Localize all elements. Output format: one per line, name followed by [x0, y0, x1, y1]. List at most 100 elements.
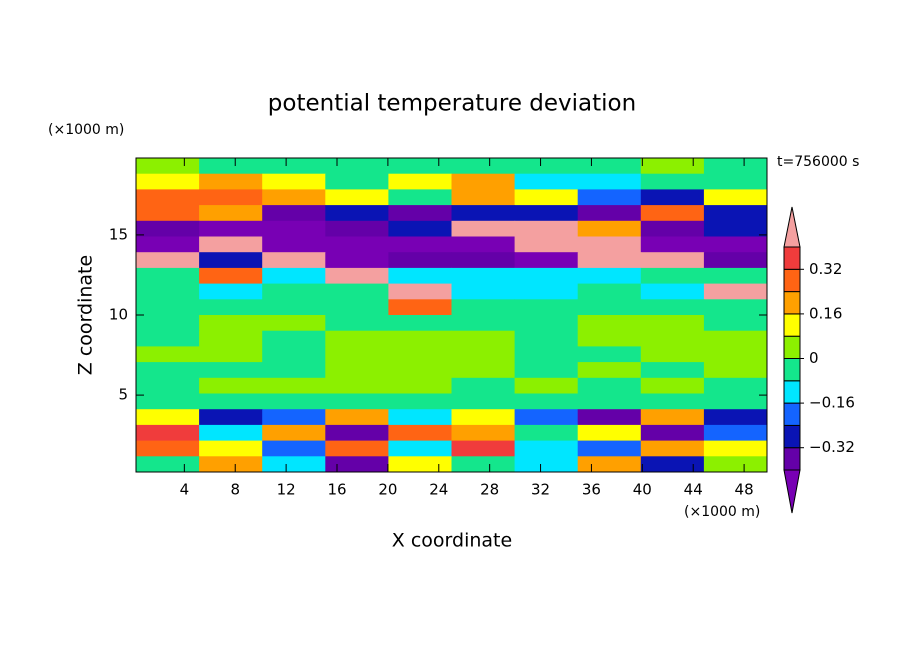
contour-cell — [451, 267, 516, 285]
contour-cell — [451, 440, 516, 457]
contour-cell — [325, 299, 389, 316]
contour-cell — [325, 330, 389, 347]
contour-cell — [262, 252, 326, 269]
annotation: t=756000 s — [777, 154, 859, 170]
contour-cell — [703, 362, 768, 379]
contour-cell — [199, 346, 263, 363]
contour-field — [136, 158, 768, 473]
contour-cell — [577, 252, 642, 269]
contour-cell — [577, 189, 642, 206]
colorbar-triangle — [783, 206, 801, 248]
colorbar-box — [783, 335, 801, 360]
contour-cell — [325, 173, 389, 190]
contour-cell — [136, 173, 200, 190]
contour-cell — [325, 377, 389, 394]
contour-cell — [325, 315, 389, 332]
contour-cell — [577, 330, 642, 347]
contour-cell — [136, 362, 200, 379]
y-tick-label: 15 — [109, 225, 128, 243]
colorbar: 0.32 0.16 0 −0.16 −0.32 — [783, 206, 855, 514]
contour-cell — [388, 267, 452, 285]
contour-cell — [388, 299, 452, 316]
contour-cell — [136, 252, 200, 269]
contour-cell — [262, 393, 326, 410]
contour-cell — [199, 393, 263, 410]
contour-cell — [703, 189, 768, 206]
contour-cell — [325, 424, 389, 442]
contour-cell — [199, 158, 263, 175]
contour-cell — [388, 252, 452, 269]
contour-cell — [451, 220, 516, 237]
contour-cell — [451, 409, 516, 426]
contour-cell — [262, 330, 326, 347]
contour-cell — [451, 189, 516, 206]
contour-cell — [136, 330, 200, 347]
colorbar-box — [783, 268, 801, 293]
contour-cell — [136, 315, 200, 332]
contour-cell — [136, 409, 200, 426]
contour-cell — [262, 424, 326, 442]
contour-cell — [577, 299, 642, 316]
contour-cell — [703, 283, 768, 300]
contour-cell — [325, 158, 389, 175]
contour-cell — [388, 377, 452, 394]
contour-cell — [136, 346, 200, 363]
colorbar-box — [783, 358, 801, 382]
contour-cell — [388, 346, 452, 363]
contour-cell — [703, 173, 768, 190]
contour-cell — [703, 424, 768, 442]
contour-cell — [136, 456, 200, 473]
contour-cell — [640, 236, 705, 253]
contour-cell — [262, 220, 326, 237]
contour-cell — [199, 252, 263, 269]
contour-cell — [451, 362, 516, 379]
contour-cell — [640, 315, 705, 332]
contour-cell — [514, 409, 579, 426]
contour-cell — [451, 456, 516, 473]
contour-cell — [325, 362, 389, 379]
contour-cell — [640, 456, 705, 473]
contour-cell — [577, 424, 642, 442]
contour-cell — [577, 456, 642, 473]
contour-cell — [136, 440, 200, 457]
contour-cell — [262, 315, 326, 332]
contour-cell — [451, 252, 516, 269]
contour-cell — [514, 393, 579, 410]
contour-cell — [640, 220, 705, 237]
contour-cell — [388, 173, 452, 190]
contour-cell — [388, 456, 452, 473]
colorbar-box — [783, 246, 801, 270]
contour-cell — [514, 456, 579, 473]
contour-cell — [262, 236, 326, 253]
contour-cell — [577, 362, 642, 379]
contour-cell — [325, 440, 389, 457]
contour-cell — [388, 393, 452, 410]
contour-cell — [325, 205, 389, 222]
contour-cell — [262, 267, 326, 285]
contour-cell — [514, 189, 579, 206]
contour-cell — [325, 267, 389, 285]
colorbar-box — [783, 313, 801, 337]
contour-cell — [514, 236, 579, 253]
contour-cell — [388, 283, 452, 300]
contour-cell — [325, 220, 389, 237]
contour-cell — [703, 409, 768, 426]
x-tick-label: 36 — [582, 481, 601, 499]
contour-cell — [262, 409, 326, 426]
contour-cell — [136, 158, 200, 175]
contour-cell — [514, 205, 579, 222]
contour-cell — [388, 330, 452, 347]
contour-cell — [325, 456, 389, 473]
contour-cell — [136, 377, 200, 394]
contour-cell — [640, 283, 705, 300]
colorbar-label: −0.32 — [809, 438, 855, 456]
contour-cell — [262, 283, 326, 300]
contour-cell — [262, 440, 326, 457]
contour-cell — [325, 393, 389, 410]
contour-cell — [514, 299, 579, 316]
contour-cell — [514, 362, 579, 379]
contour-cell — [703, 315, 768, 332]
contour-cell — [199, 315, 263, 332]
colorbar-box — [783, 291, 801, 315]
